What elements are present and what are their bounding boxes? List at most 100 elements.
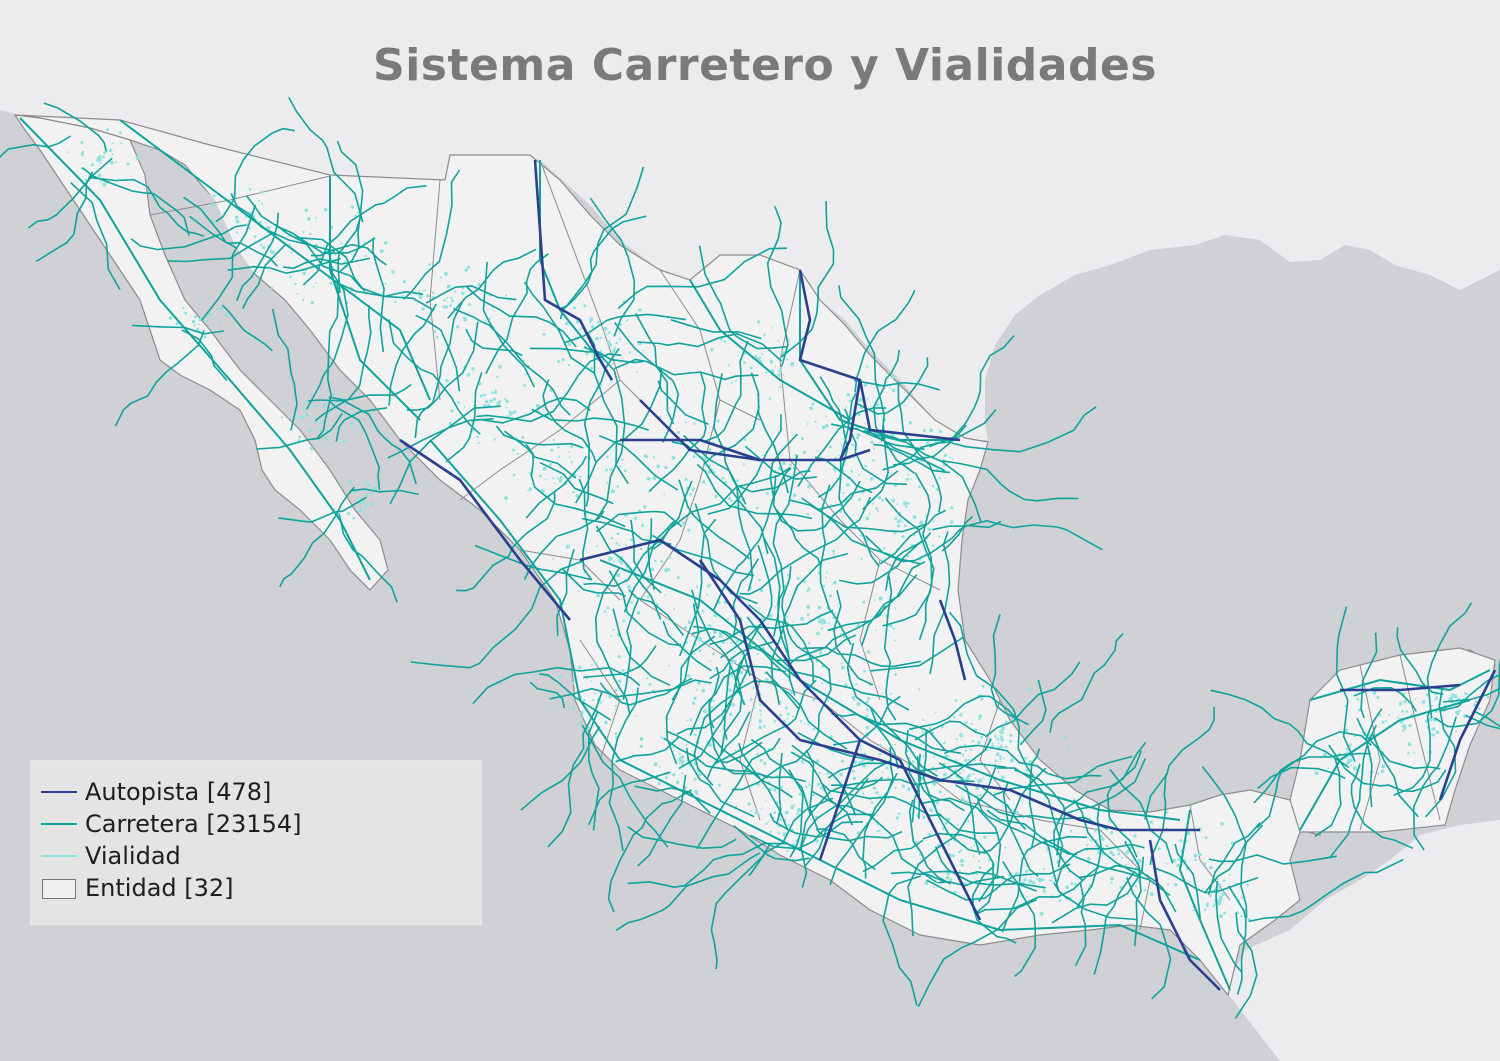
autopista-segment	[898, 759, 982, 921]
vialidad-point	[850, 469, 853, 473]
vialidad-point	[758, 578, 761, 582]
vialidad-point	[1177, 858, 1180, 861]
vialidad-point	[573, 306, 577, 310]
vialidad-point	[476, 435, 479, 438]
vialidad-point	[613, 560, 615, 563]
vialidad-point	[756, 320, 761, 324]
vialidad-point	[931, 809, 934, 812]
vialidad-point	[862, 600, 866, 604]
vialidad-point	[678, 753, 681, 755]
vialidad-point	[580, 327, 583, 330]
vialidad-point	[635, 371, 638, 374]
vialidad-point	[448, 421, 452, 426]
carretera-segment	[402, 169, 461, 300]
carretera-segment	[302, 185, 427, 286]
vialidad-point	[260, 190, 264, 194]
central-america-landmass	[1225, 820, 1500, 1061]
carretera-segment	[578, 478, 593, 581]
vialidad-point	[303, 402, 306, 405]
vialidad-point	[364, 504, 368, 507]
vialidad-point	[765, 371, 768, 374]
carretera-segment	[720, 656, 745, 756]
vialidad-point	[671, 456, 676, 460]
vialidad-point	[754, 355, 757, 358]
vialidad-point	[790, 805, 794, 810]
vialidad-point	[363, 241, 366, 243]
vialidad-point	[627, 585, 631, 590]
vialidad-point	[1350, 764, 1353, 766]
vialidad-point	[763, 725, 766, 728]
vialidad-point	[686, 674, 691, 678]
carretera-segment	[862, 839, 924, 873]
vialidad-point	[493, 438, 496, 441]
vialidad-point	[732, 659, 737, 664]
vialidad-point	[302, 230, 305, 234]
vialidad-point	[997, 771, 1000, 774]
vialidad-point	[568, 364, 571, 367]
carretera-segment	[951, 406, 1097, 453]
vialidad-point	[951, 854, 955, 857]
carretera-segment	[1350, 763, 1414, 850]
carretera-segment	[1360, 632, 1378, 719]
vialidad-point	[768, 397, 772, 400]
vialidad-point	[1098, 849, 1100, 852]
vialidad-point	[568, 456, 571, 459]
carretera-segment	[996, 767, 1064, 868]
vialidad-point	[826, 571, 829, 574]
vialidad-point	[860, 744, 862, 747]
carretera-segment	[242, 243, 287, 309]
carretera-segment	[615, 852, 761, 932]
legend-item-autopista: Autopista [478]	[41, 777, 271, 807]
vialidad-point	[648, 799, 651, 802]
vialidad-point	[974, 777, 977, 779]
vialidad-point	[496, 375, 499, 378]
vialidad-point	[1043, 891, 1046, 894]
vialidad-point	[1372, 691, 1377, 695]
vialidad-point	[787, 712, 790, 716]
vialidad-point	[1464, 692, 1468, 696]
carretera-segment	[628, 589, 685, 636]
vialidad-point	[210, 203, 214, 206]
vialidad-point	[906, 787, 911, 792]
vialidad-point	[714, 667, 717, 670]
vialidad-point	[889, 624, 893, 628]
vialidad-point	[208, 312, 212, 317]
vialidad-point	[683, 625, 688, 630]
vialidad-point	[512, 410, 517, 414]
vialidad-point	[692, 455, 696, 459]
vialidad-point	[961, 798, 965, 802]
vialidad-point	[204, 336, 207, 339]
vialidad-point	[877, 509, 880, 512]
vialidad-point	[1025, 865, 1028, 868]
vialidad-point	[612, 628, 615, 632]
vialidad-point	[959, 771, 962, 775]
vialidad-point	[908, 421, 913, 425]
vialidad-point	[1100, 837, 1105, 841]
vialidad-point	[707, 470, 712, 475]
vialidad-point	[365, 493, 369, 496]
vialidad-point	[646, 595, 650, 599]
carretera-segment	[221, 304, 274, 352]
vialidad-point	[605, 455, 609, 459]
carretera-segment	[713, 373, 747, 505]
vialidad-point	[478, 382, 482, 386]
vialidad-point	[839, 510, 843, 513]
vialidad-point	[617, 655, 621, 659]
carretera-segment	[769, 813, 863, 838]
vialidad-point	[310, 446, 314, 450]
vialidad-point	[668, 664, 670, 667]
vialidad-point	[716, 419, 720, 423]
vialidad-point	[119, 131, 122, 135]
vialidad-point	[1025, 769, 1029, 772]
vialidad-point	[720, 645, 722, 648]
vialidad-point	[342, 440, 346, 443]
vialidad-point	[580, 710, 584, 715]
vialidad-point	[1209, 865, 1213, 870]
vialidad-point	[1344, 728, 1349, 733]
vialidad-point	[1236, 911, 1240, 915]
legend-label: Entidad [32]	[85, 874, 234, 902]
vialidad-point	[769, 360, 774, 364]
vialidad-point	[559, 475, 563, 479]
vialidad-line-icon	[41, 846, 77, 866]
carretera-segment	[607, 789, 692, 913]
